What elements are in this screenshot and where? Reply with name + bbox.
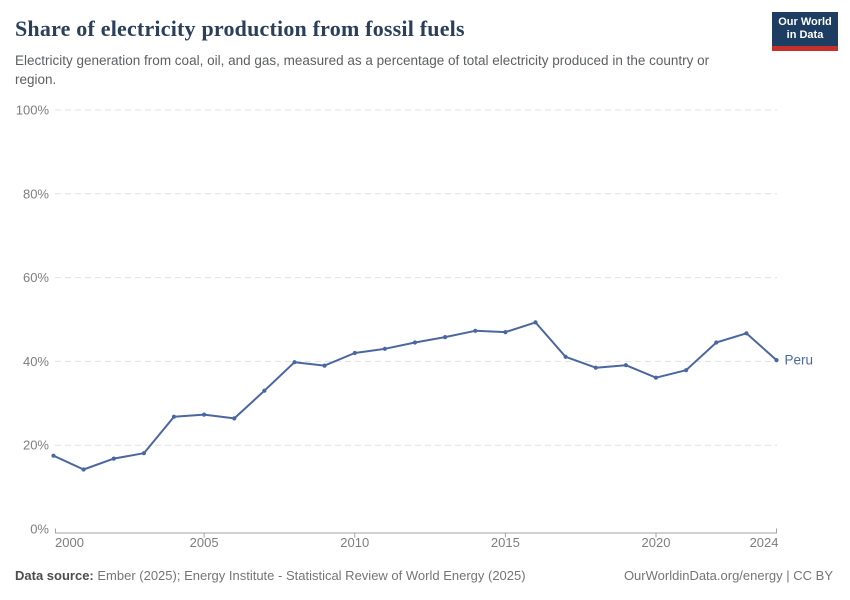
data-point[interactable] (292, 360, 297, 365)
y-axis-tick-label: 40% (23, 354, 49, 369)
data-point[interactable] (322, 363, 327, 368)
data-point[interactable] (141, 451, 146, 456)
credit-note[interactable]: OurWorldinData.org/energy | CC BY (623, 568, 833, 583)
x-axis-tick-label: 2000 (55, 535, 84, 550)
data-point[interactable] (443, 335, 448, 340)
chart-title: Share of electricity production from fos… (15, 16, 465, 41)
data-point[interactable] (352, 350, 357, 356)
chart-header: Share of electricity production from fos… (15, 12, 838, 89)
data-point[interactable] (171, 414, 177, 419)
x-axis-tick-label: 2015 (491, 535, 520, 550)
data-point[interactable] (533, 320, 538, 325)
data-point[interactable] (111, 456, 116, 461)
x-axis-tick-label: 2020 (642, 535, 671, 550)
y-axis-tick-label: 60% (23, 270, 49, 285)
x-axis-tick-label: 2005 (190, 535, 219, 550)
data-point[interactable] (684, 368, 689, 373)
data-point[interactable] (714, 340, 719, 345)
y-axis-tick-label: 100% (16, 103, 50, 118)
data-point[interactable] (473, 328, 478, 333)
data-point[interactable] (503, 330, 508, 335)
data-point[interactable] (202, 412, 207, 417)
data-point[interactable] (262, 388, 267, 393)
data-point[interactable] (563, 354, 568, 359)
owid-logo[interactable]: Our World in Data (772, 12, 838, 51)
data-point[interactable] (81, 467, 86, 472)
data-point[interactable] (623, 363, 629, 368)
y-axis-tick-label: 0% (30, 522, 49, 537)
y-axis-tick-label: 80% (23, 186, 49, 201)
chart-footer: Data source: Ember (2025); Energy Instit… (15, 568, 833, 583)
x-axis-tick-label: 2024 (750, 535, 779, 550)
series-end-label[interactable]: Peru (785, 353, 814, 368)
data-source-label: Data source: (15, 568, 94, 583)
owid-logo-line2: in Data (786, 29, 824, 41)
chart-subtitle: Electricity generation from coal, oil, a… (15, 53, 710, 88)
data-point[interactable] (232, 416, 237, 421)
data-point[interactable] (51, 453, 56, 458)
data-point[interactable] (774, 358, 779, 363)
data-source-note: Data source: Ember (2025); Energy Instit… (15, 568, 526, 583)
data-point[interactable] (593, 365, 598, 370)
owid-logo-line1: Our World (778, 16, 832, 28)
data-point[interactable] (653, 375, 659, 380)
data-point[interactable] (744, 331, 749, 336)
x-axis-tick-label: 2010 (340, 535, 369, 550)
data-point[interactable] (412, 340, 418, 345)
y-axis-tick-label: 20% (23, 438, 49, 453)
data-point[interactable] (382, 346, 387, 351)
data-source-text: Ember (2025); Energy Institute - Statist… (93, 568, 526, 583)
